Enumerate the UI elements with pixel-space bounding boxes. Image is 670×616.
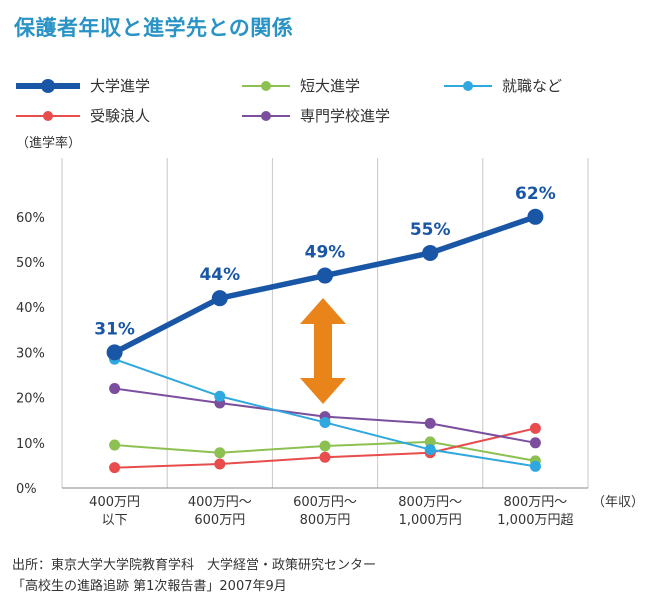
legend-marker-junior-college: [242, 80, 290, 91]
y-tick-label: 20%: [16, 392, 45, 407]
y-tick-label: 10%: [16, 437, 45, 452]
data-point: [422, 244, 439, 261]
legend-item-vocational: 専門学校進学: [240, 105, 390, 126]
data-point: [109, 383, 121, 395]
data-point: [214, 447, 226, 459]
data-point: [109, 462, 121, 474]
x-tick-label: 1,000万円超: [497, 513, 573, 528]
data-point: [319, 451, 331, 463]
legend-marker-employment: [444, 80, 492, 91]
source-line-1: 出所：東京大学大学院教育学科 大学経営・政策研究センター: [12, 558, 377, 573]
x-axis-label: （年収）: [592, 495, 644, 510]
x-tick-label: 400万円: [89, 495, 140, 510]
legend-label-junior-college: 短大進学: [300, 77, 361, 95]
x-tick-label: 800万円: [300, 513, 351, 528]
data-point: [424, 436, 436, 448]
data-label: 62%: [515, 184, 556, 204]
x-tick-label: 600万円: [194, 513, 245, 528]
data-point: [214, 390, 226, 402]
source-note: 出所：東京大学大学院教育学科 大学経営・政策研究センター 「高校生の進路追跡 第…: [12, 555, 376, 597]
x-tick-label: 800万円～: [503, 495, 567, 510]
x-tick-label: 1,000万円: [399, 513, 462, 528]
data-label: 44%: [199, 265, 240, 285]
data-point: [106, 344, 123, 361]
legend-marker-university: [16, 78, 80, 93]
data-label: 31%: [94, 319, 135, 339]
x-tick-label: 800万円～: [398, 495, 462, 510]
source-line-2: 「高校生の進路追跡 第1次報告書」2007年9月: [12, 579, 287, 594]
legend-item-junior-college: 短大進学: [240, 75, 360, 96]
y-tick-label: 40%: [16, 301, 45, 316]
data-point: [529, 460, 541, 472]
x-tick-label: 以下: [102, 513, 128, 528]
x-tick-label: 400万円～: [188, 495, 252, 510]
y-tick-label: 0%: [16, 482, 37, 497]
data-point: [529, 422, 541, 434]
legend-label-university: 大学進学: [90, 77, 151, 95]
data-label: 49%: [305, 243, 346, 263]
data-point: [317, 267, 333, 284]
legend-item-ronin: 受験浪人: [14, 105, 150, 126]
data-point: [529, 437, 541, 449]
legend: 大学進学 短大進学 就職など 受験浪人 専門学校進学: [14, 75, 654, 135]
chart-title: 保護者年収と進学先との関係: [14, 16, 294, 40]
data-label: 55%: [410, 220, 451, 240]
data-point: [424, 417, 436, 429]
data-point: [214, 458, 226, 470]
legend-label-ronin: 受験浪人: [90, 107, 151, 125]
y-tick-label: 50%: [16, 256, 45, 271]
data-point: [211, 290, 228, 307]
data-point: [319, 416, 331, 428]
legend-marker-ronin: [16, 110, 80, 121]
legend-item-university: 大学進学: [14, 75, 150, 96]
y-tick-label: 30%: [16, 346, 45, 361]
legend-marker-vocational: [242, 110, 290, 121]
legend-item-employment: 就職など: [442, 75, 562, 96]
double-arrow-icon: [300, 298, 346, 404]
data-point: [424, 444, 436, 456]
x-tick-label: 600万円～: [293, 495, 357, 510]
y-tick-label: 60%: [16, 211, 45, 226]
legend-label-vocational: 専門学校進学: [300, 107, 391, 125]
y-axis-label: （進学率）: [16, 135, 81, 151]
data-point: [319, 440, 331, 452]
data-point: [527, 208, 544, 225]
data-point: [109, 439, 121, 451]
legend-label-employment: 就職など: [502, 77, 563, 95]
